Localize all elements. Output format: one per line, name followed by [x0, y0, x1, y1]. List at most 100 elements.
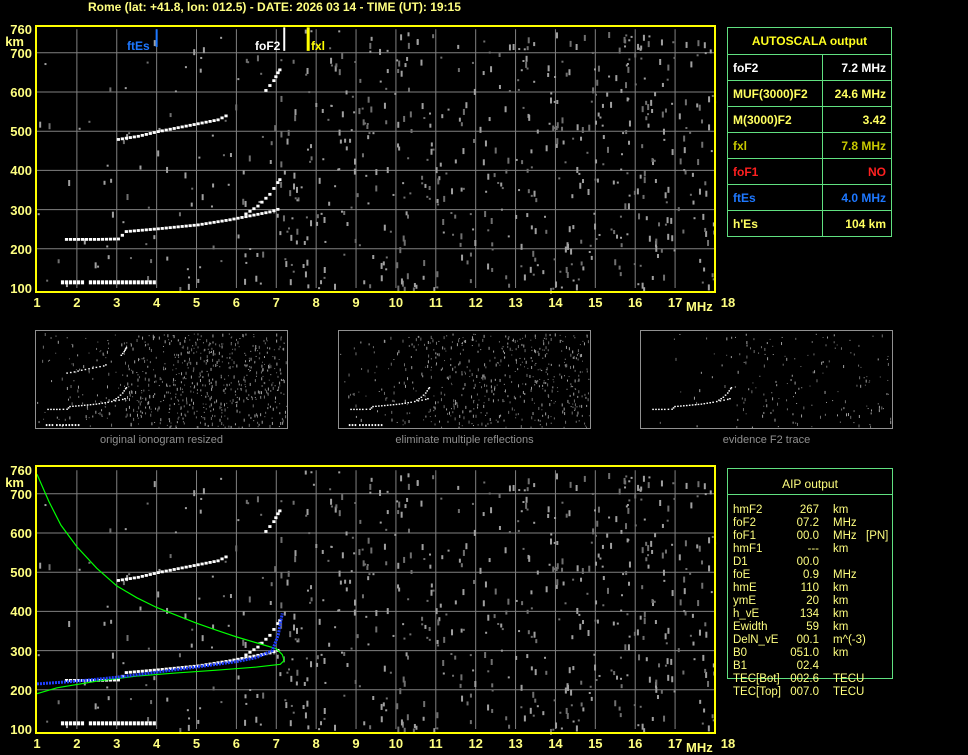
noise-point: [304, 470, 307, 475]
param-label: fxl: [727, 132, 823, 159]
noise-point: [562, 340, 564, 342]
noise-point: [96, 359, 98, 362]
noise-point: [424, 624, 427, 629]
noise-point: [567, 379, 569, 382]
trace-point-F_low: [176, 666, 180, 670]
noise-point: [71, 343, 73, 345]
trace-point-F_low: [417, 400, 420, 402]
noise-point: [564, 687, 567, 694]
noise-point: [250, 357, 252, 361]
noise-point: [173, 353, 175, 356]
noise-point: [483, 404, 485, 408]
noise-point: [471, 61, 474, 64]
noise-point: [160, 418, 162, 422]
noise-point: [544, 354, 546, 358]
noise-point: [226, 383, 228, 385]
noise-point: [397, 584, 400, 589]
trace-point-F_low: [272, 650, 276, 654]
trace-point-F_low: [410, 401, 412, 403]
noise-point: [660, 480, 663, 487]
noise-point: [220, 415, 222, 418]
noise-point: [429, 123, 432, 128]
noise-point: [482, 600, 485, 607]
noise-point: [556, 540, 559, 545]
noise-point: [424, 366, 426, 368]
noise-point: [558, 364, 560, 367]
noise-point: [545, 346, 547, 350]
y-tick-label: 500: [10, 565, 32, 581]
trace-point-F_cusp: [724, 394, 727, 396]
noise-point: [445, 613, 448, 616]
noise-point: [291, 217, 294, 220]
noise-point: [279, 412, 281, 415]
noise-point: [781, 336, 783, 338]
noise-point: [181, 388, 183, 390]
trace-point-F_low: [124, 398, 126, 400]
noise-point: [581, 414, 583, 417]
noise-point: [579, 344, 581, 346]
noise-point: [407, 42, 410, 49]
trace-point-F_upper: [124, 348, 127, 350]
trace-point-F_second_hop: [172, 127, 176, 130]
noise-point: [270, 390, 272, 392]
noise-point: [744, 398, 746, 402]
noise-point: [358, 244, 361, 247]
trace-point-F_low: [101, 402, 104, 404]
trace-point-F_second_hop: [168, 127, 172, 131]
noise-point: [330, 545, 333, 548]
noise-point: [292, 500, 295, 505]
noise-point: [103, 180, 106, 185]
noise-point: [192, 370, 194, 373]
noise-point: [564, 358, 566, 360]
noise-point: [550, 416, 552, 418]
noise-point: [383, 224, 386, 231]
trace-point-F_low: [424, 398, 427, 401]
noise-point: [464, 371, 466, 373]
noise-point: [302, 705, 305, 710]
noise-point: [814, 370, 816, 374]
noise-point: [659, 421, 661, 424]
noise-point: [222, 390, 224, 392]
noise-point: [279, 231, 282, 236]
noise-point: [724, 385, 726, 389]
noise-point: [164, 363, 166, 365]
noise-point: [264, 382, 266, 385]
trace-point-F_upper: [264, 89, 268, 92]
noise-point: [288, 668, 291, 671]
noise-point: [406, 412, 408, 415]
noise-point: [498, 493, 501, 498]
noise-point: [566, 363, 568, 366]
noise-point: [549, 728, 552, 735]
trace-point-F_low: [56, 408, 58, 411]
aip-extra: [PN]: [866, 530, 889, 542]
noise-point: [547, 72, 550, 77]
trace-point-F_cusp: [121, 392, 124, 394]
noise-point: [88, 120, 91, 123]
noise-point: [507, 337, 509, 340]
trace-point-Es: [60, 721, 65, 726]
noise-point: [241, 426, 243, 429]
noise-point: [595, 600, 598, 605]
noise-point: [408, 420, 410, 424]
noise-point: [606, 146, 609, 153]
noise-point: [248, 359, 250, 362]
aip-value: 051.0: [790, 647, 819, 659]
noise-point: [531, 359, 533, 362]
x-unit-label: MHz: [686, 740, 713, 755]
noise-point: [545, 369, 547, 371]
noise-point: [386, 490, 389, 493]
noise-point: [457, 485, 460, 490]
noise-point: [525, 496, 528, 503]
noise-point: [462, 148, 465, 155]
noise-point: [667, 186, 670, 193]
noise-point: [572, 225, 575, 230]
noise-point: [306, 677, 309, 682]
trace-point-F_low: [188, 224, 192, 228]
noise-point: [559, 334, 561, 336]
noise-point: [263, 381, 265, 384]
noise-point: [354, 679, 357, 684]
noise-point: [358, 549, 361, 556]
noise-point: [550, 92, 553, 95]
noise-point: [227, 624, 230, 627]
noise-point: [476, 374, 478, 378]
